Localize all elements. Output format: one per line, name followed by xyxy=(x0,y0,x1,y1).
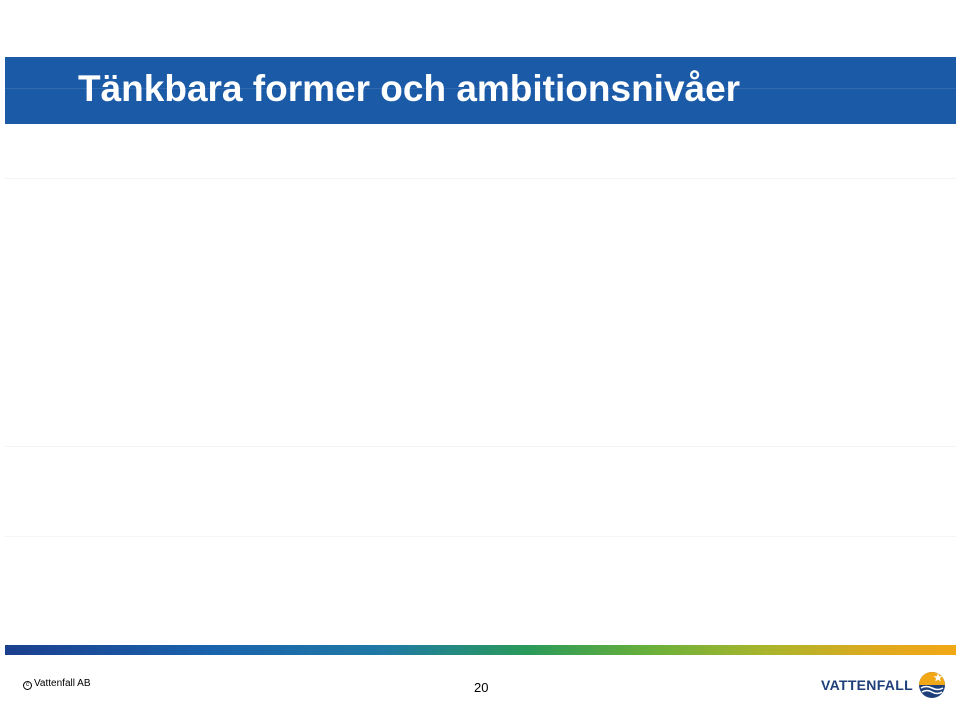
slide-title: Tänkbara former och ambitionsnivåer xyxy=(78,68,741,109)
vattenfall-sun-logo-icon xyxy=(918,672,945,698)
divider-line xyxy=(5,446,956,447)
title-bar: Tänkbara former och ambitionsnivåer xyxy=(5,57,956,124)
copyright-icon: c xyxy=(23,681,32,690)
title-bar-highlight xyxy=(5,88,956,89)
divider-line xyxy=(5,536,956,537)
page-number: 20 xyxy=(474,680,489,695)
divider-line xyxy=(5,178,956,179)
footer-gradient-bar xyxy=(5,645,956,655)
vattenfall-logo: VATTENFALL xyxy=(821,670,947,700)
copyright-text: Vattenfall AB xyxy=(34,678,91,689)
logo-wordmark: VATTENFALL xyxy=(821,677,913,693)
footer-copyright: c Vattenfall AB xyxy=(23,678,91,690)
